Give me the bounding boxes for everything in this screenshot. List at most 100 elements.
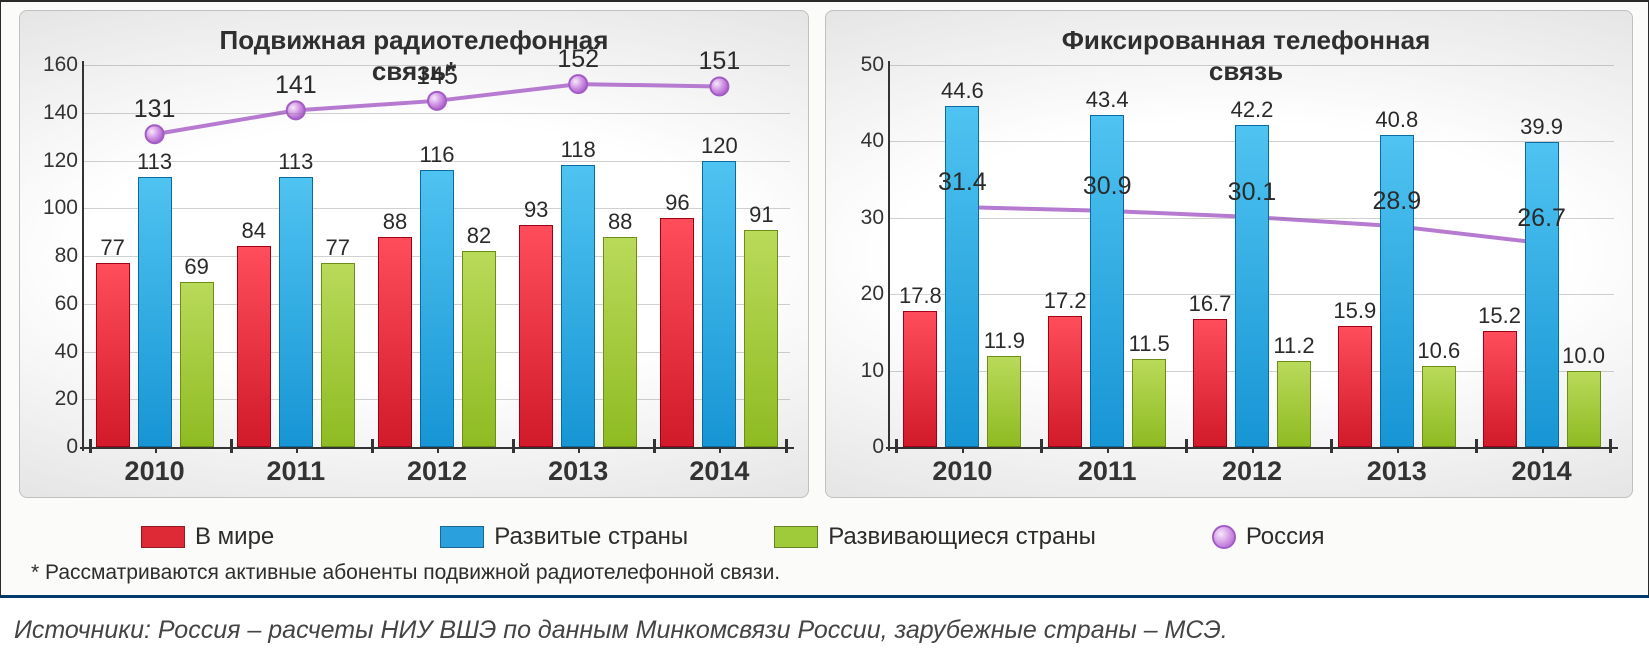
bar-developing bbox=[1567, 371, 1601, 447]
x-axis-tick bbox=[230, 439, 233, 453]
x-axis-tick bbox=[785, 439, 788, 453]
y-axis-label: 120 bbox=[32, 149, 78, 173]
bar-developing bbox=[321, 263, 355, 447]
value-label-world: 84 bbox=[242, 218, 266, 244]
y-axis-label: 20 bbox=[838, 282, 884, 306]
bar-world bbox=[378, 237, 412, 447]
bar-developed bbox=[1235, 125, 1269, 447]
x-axis-tick bbox=[653, 439, 656, 453]
y-axis-label: 0 bbox=[838, 435, 884, 459]
chart-frame: Подвижная радиотелефонная связь* 0204060… bbox=[0, 0, 1649, 598]
x-axis-label: 2012 bbox=[1222, 456, 1282, 487]
value-label-developing: 82 bbox=[467, 223, 491, 249]
value-label-developed: 43.4 bbox=[1086, 87, 1129, 113]
y-axis-label: 50 bbox=[838, 53, 884, 77]
chart-footnote: * Рассматриваются активные абоненты подв… bbox=[31, 561, 780, 585]
value-label-developing: 91 bbox=[749, 202, 773, 228]
bar-developing bbox=[1422, 366, 1456, 447]
value-label-world: 93 bbox=[524, 197, 548, 223]
bar-developing bbox=[603, 237, 637, 447]
legend-label-developed: Развитые страны bbox=[494, 523, 688, 551]
bar-developing bbox=[744, 230, 778, 447]
bar-world bbox=[237, 246, 271, 447]
value-label-world: 15.2 bbox=[1478, 303, 1521, 329]
russia-point bbox=[428, 92, 446, 110]
value-label-russia: 31.4 bbox=[938, 168, 987, 197]
bar-world bbox=[1338, 326, 1372, 447]
x-axis-label: 2010 bbox=[125, 456, 185, 487]
y-axis bbox=[888, 61, 890, 451]
legend-label-world: В мире bbox=[195, 523, 274, 551]
value-label-world: 15.9 bbox=[1333, 298, 1376, 324]
legend-item-developing: Развивающиеся страны bbox=[774, 523, 1096, 551]
bar-developed bbox=[138, 177, 172, 447]
value-label-russia: 152 bbox=[557, 45, 599, 74]
y-axis-label: 160 bbox=[32, 53, 78, 77]
x-axis-tick bbox=[1040, 439, 1043, 453]
value-label-russia: 26.7 bbox=[1517, 204, 1566, 233]
bar-world bbox=[1193, 319, 1227, 447]
value-label-developed: 42.2 bbox=[1231, 97, 1274, 123]
y-axis-label: 40 bbox=[32, 340, 78, 364]
value-label-developed: 113 bbox=[278, 149, 313, 175]
y-axis-label: 100 bbox=[32, 196, 78, 220]
bar-world bbox=[96, 263, 130, 447]
bar-world bbox=[1483, 331, 1517, 447]
value-label-world: 16.7 bbox=[1189, 291, 1232, 317]
bar-developed bbox=[561, 165, 595, 447]
legend: В мире Развитые страны Развивающиеся стр… bbox=[31, 521, 1618, 553]
x-axis-label: 2011 bbox=[267, 456, 326, 487]
value-label-developing: 77 bbox=[326, 235, 350, 261]
value-label-russia: 131 bbox=[134, 95, 176, 124]
bar-developing bbox=[1277, 361, 1311, 447]
value-label-developing: 11.2 bbox=[1273, 333, 1314, 359]
legend-item-russia: Россия bbox=[1212, 523, 1325, 551]
source-note: Источники: Россия – расчеты НИУ ВШЭ по д… bbox=[0, 598, 1649, 653]
bar-world bbox=[660, 218, 694, 447]
value-label-developing: 10.6 bbox=[1417, 338, 1460, 364]
x-axis-tick bbox=[1475, 439, 1478, 453]
swatch-developed bbox=[440, 526, 484, 548]
bar-developing bbox=[180, 282, 214, 447]
grid-line bbox=[84, 113, 790, 114]
value-label-developing: 69 bbox=[184, 254, 208, 280]
y-axis-label: 80 bbox=[32, 244, 78, 268]
bar-developing bbox=[987, 356, 1021, 447]
figure-root: Подвижная радиотелефонная связь* 0204060… bbox=[0, 0, 1649, 653]
y-axis-label: 20 bbox=[32, 387, 78, 411]
value-label-developed: 120 bbox=[701, 133, 738, 159]
x-axis-tick bbox=[89, 439, 92, 453]
grid-line bbox=[890, 65, 1614, 66]
value-label-world: 17.8 bbox=[899, 283, 942, 309]
x-axis-label: 2014 bbox=[1512, 456, 1572, 487]
bar-developed bbox=[702, 161, 736, 448]
russia-point bbox=[146, 125, 164, 143]
bar-developed bbox=[1525, 142, 1559, 447]
panel-mobile: Подвижная радиотелефонная связь* 0204060… bbox=[19, 10, 809, 498]
legend-item-world: В мире bbox=[141, 523, 274, 551]
y-axis-label: 30 bbox=[838, 206, 884, 230]
bar-developed bbox=[279, 177, 313, 447]
y-axis-label: 40 bbox=[838, 129, 884, 153]
x-axis-label: 2013 bbox=[548, 456, 608, 487]
bar-developing bbox=[1132, 359, 1166, 447]
value-label-russia: 151 bbox=[699, 47, 741, 76]
x-axis-label: 2011 bbox=[1078, 456, 1137, 487]
swatch-developing bbox=[774, 526, 818, 548]
value-label-world: 77 bbox=[100, 235, 124, 261]
value-label-russia: 30.1 bbox=[1228, 178, 1277, 207]
panel-fixed: Фиксированная телефонная связь 010203040… bbox=[825, 10, 1633, 498]
x-axis-tick bbox=[895, 439, 898, 453]
x-axis-tick bbox=[1330, 439, 1333, 453]
value-label-russia: 30.9 bbox=[1083, 172, 1132, 201]
bar-world bbox=[519, 225, 553, 447]
legend-item-developed: Развитые страны bbox=[440, 523, 688, 551]
bar-world bbox=[903, 311, 937, 447]
x-axis-label: 2012 bbox=[407, 456, 467, 487]
value-label-world: 88 bbox=[383, 209, 407, 235]
value-label-russia: 28.9 bbox=[1372, 187, 1421, 216]
bar-developed bbox=[1090, 115, 1124, 447]
bar-developing bbox=[462, 251, 496, 447]
y-axis-label: 140 bbox=[32, 101, 78, 125]
russia-point bbox=[710, 77, 728, 95]
